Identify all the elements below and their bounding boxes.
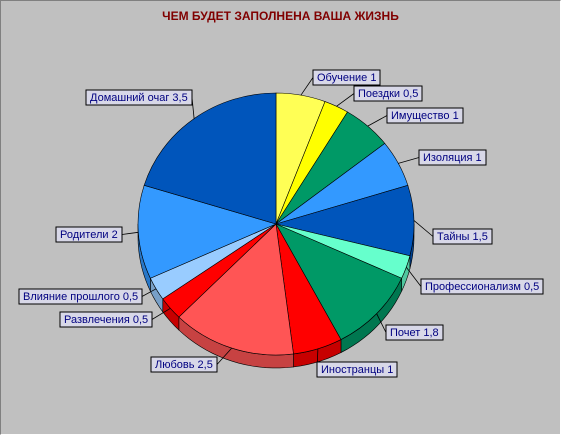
chart-title: ЧЕМ БУДЕТ ЗАПОЛНЕНА ВАША ЖИЗНЬ (162, 9, 399, 23)
slice-label-4: Тайны 1,5 (437, 231, 488, 243)
leader-line-1 (336, 93, 355, 107)
slice-label-box-2 (386, 107, 464, 124)
slice-label-box-10 (18, 288, 143, 305)
slice-label-12: Домашний очаг 3,5 (90, 92, 188, 104)
slice-label-box-0 (312, 69, 381, 86)
slice-label-11: Родители 2 (60, 229, 118, 241)
leader-line-0 (300, 77, 314, 96)
leader-line-5 (405, 266, 422, 287)
leader-line-4 (413, 220, 434, 237)
slice-label-8: Любовь 2,5 (155, 359, 213, 371)
slice-label-box-3 (418, 149, 487, 166)
slice-label-1: Поездки 0,5 (358, 88, 418, 100)
leader-line-2 (367, 115, 388, 127)
slice-label-box-9 (59, 311, 153, 328)
leader-line-6 (376, 313, 387, 333)
slice-label-7: Иностранцы 1 (321, 364, 393, 376)
slice-label-box-1 (353, 85, 423, 102)
leader-line-10 (141, 288, 157, 297)
slice-label-5: Профессионализм 0,5 (425, 281, 539, 293)
pie-slice-11 (137, 184, 277, 279)
slice-label-0: Обучение 1 (317, 72, 376, 84)
slice-label-box-11 (55, 226, 123, 243)
slice-label-2: Имущество 1 (391, 110, 459, 122)
slice-label-box-8 (150, 356, 218, 373)
slice-label-3: Изоляция 1 (423, 152, 482, 164)
slice-label-box-4 (432, 228, 493, 245)
slice-label-box-5 (420, 278, 544, 295)
slice-label-10: Влияние прошлого 0,5 (23, 291, 138, 303)
leader-line-9 (151, 307, 171, 320)
leader-line-3 (398, 157, 420, 164)
slice-label-box-7 (316, 361, 398, 378)
slice-label-box-12 (85, 89, 193, 106)
pie-slice-8 (178, 223, 294, 356)
slice-label-9: Развлечения 0,5 (64, 314, 148, 326)
leader-line-8 (216, 347, 232, 365)
slice-label-6: Почет 1,8 (390, 327, 439, 339)
leader-line-11 (121, 231, 139, 235)
slice-label-box-6 (385, 324, 444, 341)
